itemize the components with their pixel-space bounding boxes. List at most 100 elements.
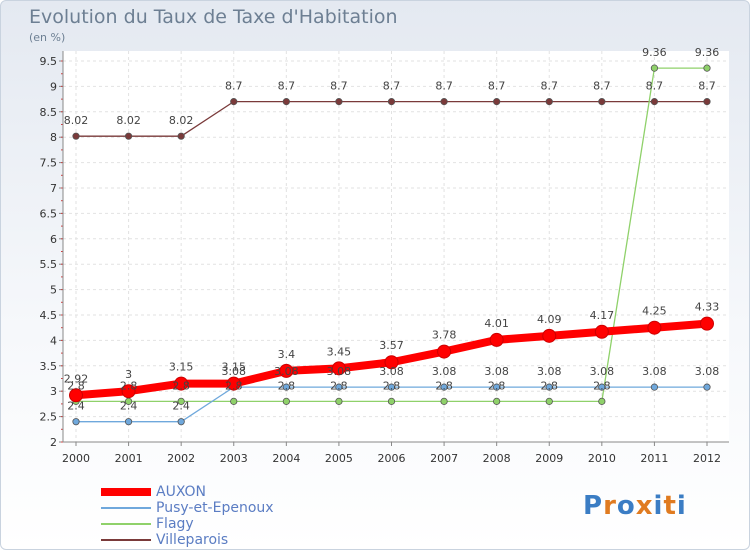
data-label-auxon: 3.4 [278,348,296,361]
series-villeparois [72,98,711,140]
data-label-villeparois: 8.02 [169,114,194,127]
proxiti-logo: Proxiti [583,491,687,521]
data-point [282,98,290,106]
y-tick-label: 9 [50,80,57,93]
logo-letter: i [676,491,687,521]
data-label-villeparois: 8.02 [64,114,89,127]
data-label-pusy-et-epenoux: 3.08 [327,365,352,378]
series-auxon [69,316,714,403]
legend-label-villeparois: Villeparois [156,532,229,548]
data-label-auxon: 4.17 [590,309,615,322]
data-label-villeparois: 8.02 [116,114,141,127]
x-tick-label: 2007 [430,452,458,465]
legend-swatch-pusy [101,507,151,509]
data-point [177,397,185,405]
data-label-flagy: 2.8 [435,379,453,392]
data-point [69,388,83,403]
data-point [489,332,504,347]
x-tick-label: 2008 [483,452,511,465]
data-point [335,98,343,106]
data-label-villeparois: 8.7 [278,80,296,93]
data-point [387,383,396,391]
data-label-villeparois: 8.7 [593,80,611,93]
data-point [647,320,662,335]
data-point [174,376,189,391]
data-label-villeparois: 8.7 [435,80,453,93]
y-tick-label: 2.5 [40,411,58,424]
data-point [387,397,396,405]
data-label-auxon: 4.33 [695,301,720,314]
x-tick-label: 2011 [640,452,668,465]
data-label-pusy-et-epenoux: 3.08 [590,365,615,378]
data-point [545,397,553,405]
data-point [440,397,448,405]
data-point [440,383,448,391]
data-label-auxon: 3.45 [327,345,352,358]
data-label-flagy: 2.8 [593,379,611,392]
data-label-villeparois: 8.7 [383,80,401,93]
x-tick-label: 2006 [378,452,406,465]
data-label-auxon: 4.25 [642,305,667,318]
plot-area [63,51,729,442]
data-point [124,418,133,426]
y-tick-label: 4.5 [40,309,58,322]
data-point [335,397,343,405]
logo-letter: P [583,491,604,521]
data-point [542,328,557,343]
y-tick-label: 3.5 [40,360,58,373]
data-point [121,384,136,399]
legend-label-flagy: Flagy [156,516,194,532]
y-tick-label: 5.5 [40,258,58,271]
data-point [545,98,553,106]
data-point [594,324,609,339]
y-tick-label: 5 [50,284,57,297]
legend-swatch-auxon [101,488,151,496]
data-point [331,361,346,376]
data-label-flagy: 9.36 [642,46,667,59]
data-point [545,383,553,391]
data-label-auxon: 4.09 [537,313,562,326]
data-point [282,383,290,391]
y-tick-label: 2 [50,436,57,449]
x-tick-label: 2012 [693,452,721,465]
data-point [387,98,396,106]
data-label-flagy: 2.8 [278,379,296,392]
data-label-pusy-et-epenoux: 2.4 [67,400,85,413]
data-label-pusy-et-epenoux: 3.08 [222,365,247,378]
data-label-flagy: 2.8 [541,379,559,392]
data-point [440,98,448,106]
data-point [335,383,343,391]
data-label-auxon: 3.57 [379,339,404,352]
legend-label-auxon: AUXON [156,484,207,500]
data-label-flagy: 2.8 [120,379,138,392]
data-point [598,397,606,405]
data-point [703,383,711,391]
data-label-auxon: 3.78 [432,329,457,342]
logo-letter: x [635,491,654,521]
y-unit-label: (en %) [29,31,66,44]
logo-letter: r [603,491,617,521]
data-point [230,98,238,106]
data-point [700,316,714,331]
x-tick-label: 2003 [220,452,248,465]
series-flagy [72,64,711,405]
data-point [493,383,501,391]
data-label-pusy-et-epenoux: 3.08 [484,365,509,378]
data-point [703,64,711,72]
logo-letter: o [616,491,636,521]
data-point [230,397,238,405]
legend-swatch-flagy [101,523,151,525]
y-tick-label: 8 [50,131,57,144]
data-label-pusy-et-epenoux: 3.08 [695,365,720,378]
data-point [493,397,501,405]
x-tick-label: 2000 [62,452,90,465]
data-label-pusy-et-epenoux: 3.08 [379,365,404,378]
data-point [437,344,452,359]
data-label-pusy-et-epenoux: 3.08 [642,365,667,378]
x-tick-label: 2002 [167,452,195,465]
data-label-auxon: 3 [125,368,132,381]
y-tick-label: 3 [50,385,57,398]
data-point [72,418,80,426]
x-tick-label: 2009 [535,452,563,465]
